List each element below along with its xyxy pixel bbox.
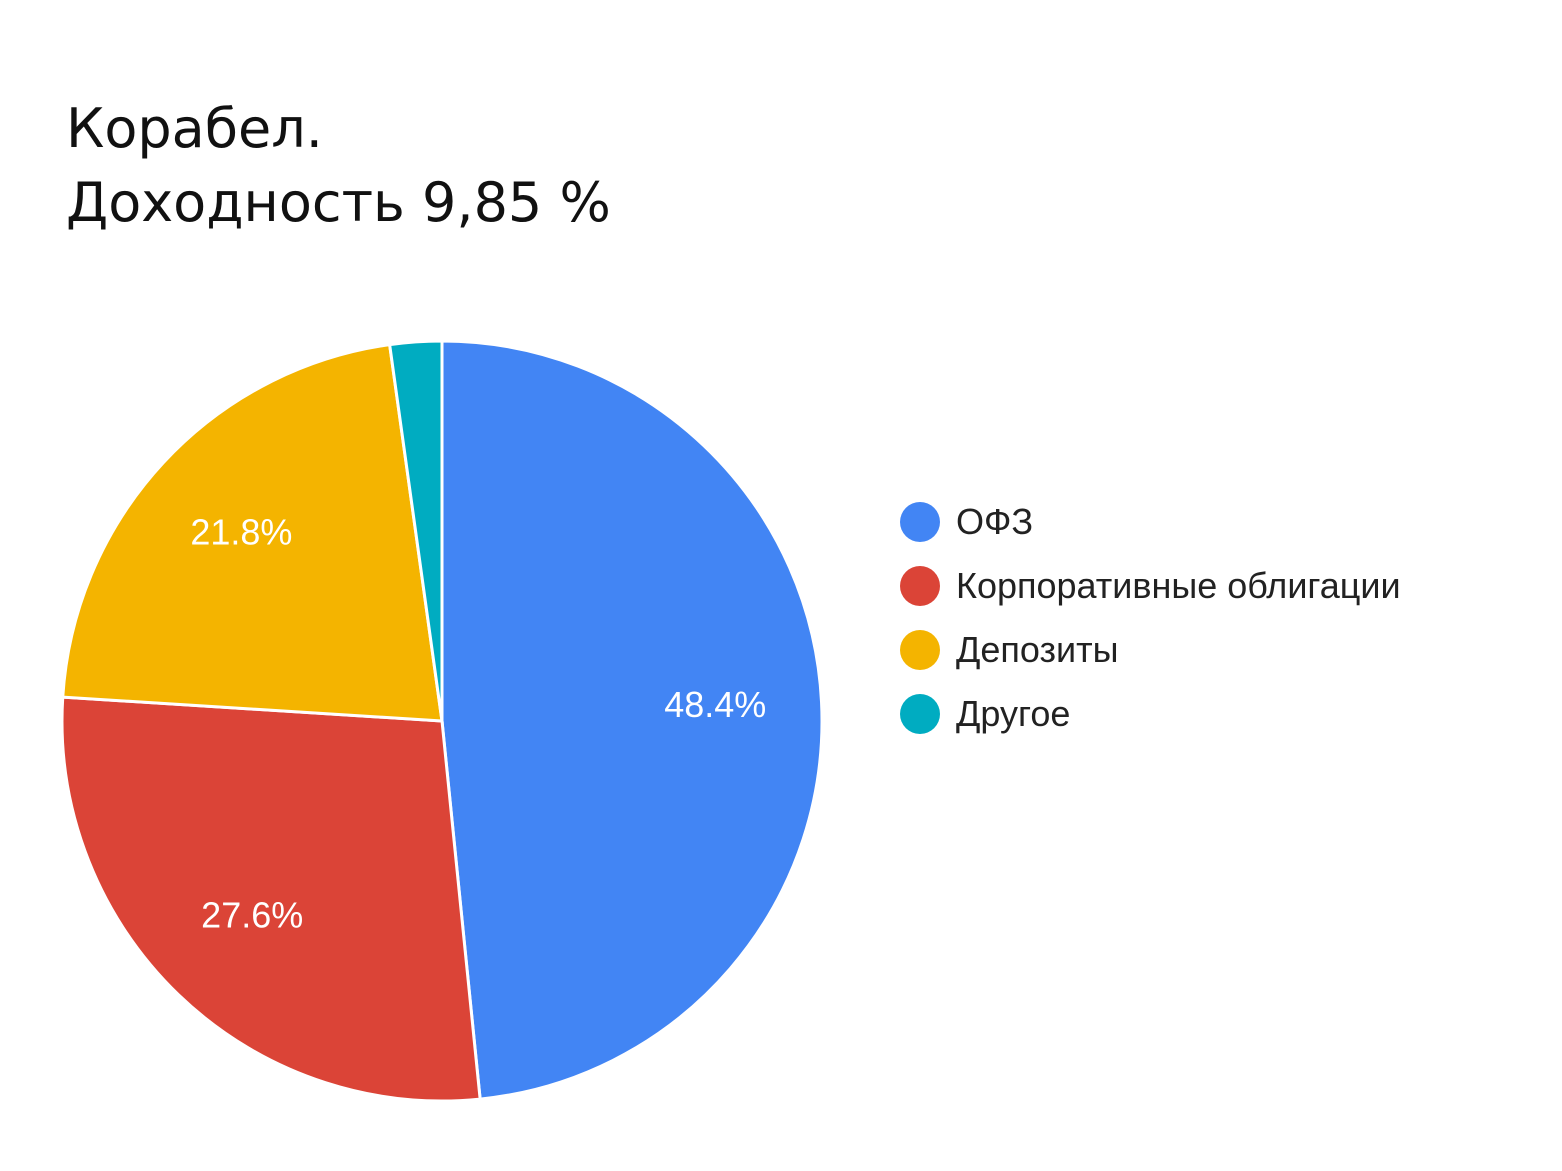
legend-item: Депозиты [900, 628, 1401, 672]
legend-label: ОФЗ [956, 501, 1034, 542]
chart-legend: ОФЗ Корпоративные облигации Депозиты Другое [900, 500, 1401, 756]
legend-swatch [900, 566, 940, 606]
chart-title: Корабел. Доходность 9,85 % [66, 92, 611, 240]
legend-label: Депозиты [956, 629, 1119, 670]
legend-swatch [900, 694, 940, 734]
slice-value-label-2: 27.6% [201, 895, 303, 936]
chart-title-line-2: Доходность 9,85 % [66, 166, 611, 240]
chart-title-line-1: Корабел. [66, 97, 323, 160]
pie-slice-3 [61, 342, 444, 723]
legend-label: Другое [956, 693, 1071, 734]
title-yield-label: Доходность [66, 171, 423, 234]
slice-value-label-1: 48.4% [664, 684, 766, 725]
slice-value-label-3: 21.8% [190, 511, 292, 552]
legend-item: Корпоративные облигации [900, 564, 1401, 608]
title-yield-value: 9,85 % [422, 171, 611, 234]
legend-label: Корпоративные облигации [956, 565, 1401, 606]
legend-item: Другое [900, 692, 1401, 736]
pie-slice-1 [440, 339, 824, 1101]
legend-swatch [900, 502, 940, 542]
pie-slice-4 [387, 339, 444, 722]
legend-item: ОФЗ [900, 500, 1401, 544]
pie-slice-2 [60, 695, 482, 1103]
legend-swatch [900, 630, 940, 670]
